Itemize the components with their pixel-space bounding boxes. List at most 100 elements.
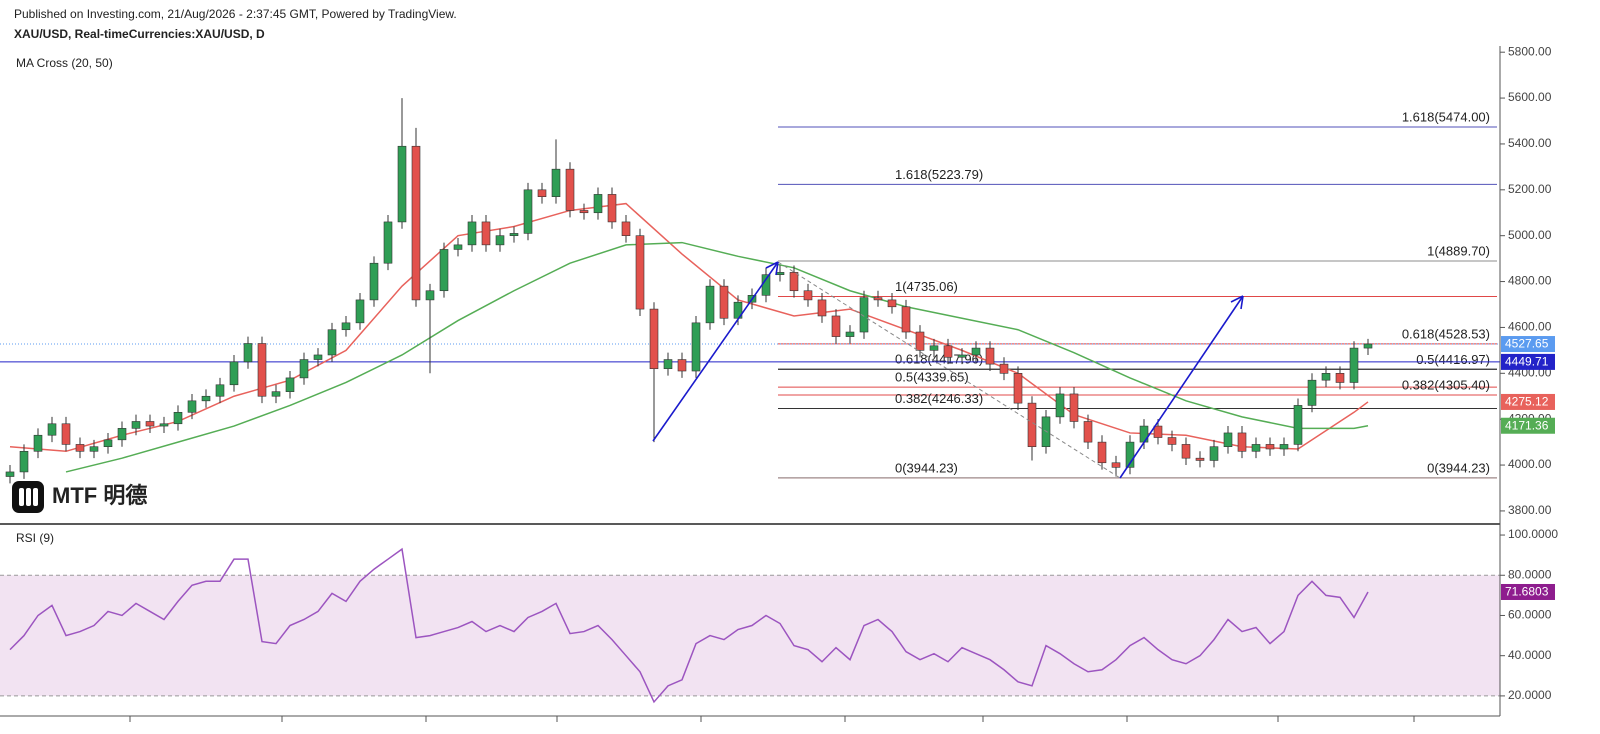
candle-body	[1307, 379, 1317, 406]
rsi-title: RSI (9)	[16, 531, 54, 545]
published-note: Published on Investing.com, 21/Aug/2026 …	[14, 7, 457, 21]
y-tick-label: 5800.00	[1508, 44, 1552, 58]
candle-body	[47, 423, 57, 436]
candle-body	[775, 272, 785, 275]
fib-label: 1.618(5223.79)	[895, 167, 983, 182]
candle-body	[425, 290, 435, 301]
candle-body	[607, 194, 617, 223]
candle-body	[551, 168, 561, 197]
price-tag: 4527.65	[1505, 337, 1549, 351]
candle-body	[621, 221, 631, 236]
candle-body	[439, 249, 449, 292]
candle-body	[1027, 402, 1037, 448]
price-tag-bg	[1501, 393, 1555, 410]
ma-line	[9, 202, 1369, 453]
price-tag-bg	[1501, 336, 1555, 353]
candle-body	[89, 446, 99, 452]
y-tick-label: 40.0000	[1508, 648, 1552, 662]
y-tick-label: 20.0000	[1508, 688, 1552, 702]
fib-label: 0.618(4528.53)	[1402, 326, 1490, 341]
candle-body	[75, 444, 85, 452]
candle-body	[1237, 432, 1247, 452]
rsi-line	[9, 547, 1369, 704]
symbol-title: XAU/USD, Real-timeCurrencies:XAU/USD, D	[14, 27, 265, 41]
candle-body	[481, 221, 491, 246]
candle-body	[159, 423, 169, 427]
fib-label: 0.5(4339.65)	[895, 370, 969, 385]
candle-body	[299, 359, 309, 379]
candle-body	[5, 471, 15, 477]
candle-body	[831, 315, 841, 337]
candle-body	[635, 235, 645, 310]
candle-body	[257, 343, 267, 397]
y-tick-label: 5000.00	[1508, 228, 1552, 242]
y-tick-label: 4800.00	[1508, 274, 1552, 288]
candle-body	[327, 329, 337, 356]
candle-body	[397, 145, 407, 223]
candle-body	[1195, 457, 1205, 461]
candle-body	[117, 428, 127, 441]
candle-body	[719, 285, 729, 319]
fib-label: 0(3944.23)	[895, 460, 958, 475]
y-tick-label: 5600.00	[1508, 90, 1552, 104]
y-tick-label: 3800.00	[1508, 503, 1552, 517]
candle-body	[593, 194, 603, 214]
candle-body	[817, 299, 827, 317]
y-tick-label: 5200.00	[1508, 182, 1552, 196]
fib-label: 0.382(4305.40)	[1402, 377, 1490, 392]
candle-body	[705, 285, 715, 324]
candle-body	[579, 210, 589, 214]
candle-body	[1209, 446, 1219, 461]
candle-body	[985, 347, 995, 365]
price-tag: 4171.36	[1505, 418, 1549, 432]
fib-label: 0.5(4416.97)	[1416, 352, 1490, 367]
candle-body	[19, 450, 29, 473]
price-tag: 4449.71	[1505, 355, 1549, 369]
candle-body	[789, 272, 799, 292]
annotations	[652, 261, 1244, 479]
candle-body	[915, 331, 925, 351]
candle-body	[495, 235, 505, 246]
candle-body	[1335, 373, 1345, 383]
rsi-band	[0, 575, 1500, 696]
plot-layer: 3800.004000.004200.004400.004600.004800.…	[0, 44, 1558, 704]
candle-body	[1013, 373, 1023, 404]
price-tag: 4275.12	[1505, 395, 1549, 409]
candle-body	[271, 391, 281, 397]
candle-body	[1125, 441, 1135, 468]
candle-body	[1055, 393, 1065, 418]
candle-body	[803, 290, 813, 301]
candle-body	[369, 262, 379, 301]
candle-body	[1321, 373, 1331, 381]
candle-body	[1167, 437, 1177, 445]
candle-body	[1181, 444, 1191, 459]
candle-body	[1153, 425, 1163, 438]
candle-body	[761, 274, 771, 296]
candle-body	[649, 308, 659, 370]
candle-body	[1363, 343, 1373, 349]
candle-body	[61, 423, 71, 445]
candle-body	[187, 400, 197, 413]
candle-body	[1265, 444, 1275, 450]
candle-body	[383, 221, 393, 264]
candle-body	[943, 345, 953, 358]
candle-body	[1097, 441, 1107, 464]
candle-body	[229, 361, 239, 386]
fib-label: 0.382(4246.33)	[895, 391, 983, 406]
candle-body	[145, 421, 155, 427]
candle-body	[173, 411, 183, 425]
candle-body	[103, 439, 113, 448]
candle-body	[677, 359, 687, 372]
fib-label: 1.618(5474.00)	[1402, 109, 1490, 124]
candle-body	[453, 244, 463, 250]
candle-body	[901, 306, 911, 333]
candle-body	[1083, 421, 1093, 443]
candle-body	[887, 299, 897, 308]
candle-body	[411, 145, 421, 301]
candle-body	[1293, 405, 1303, 445]
logo: MTF 明德	[12, 481, 147, 513]
candle-body	[313, 354, 323, 360]
indicator-title: MA Cross (20, 50)	[16, 56, 113, 70]
candle-body	[1349, 347, 1359, 383]
